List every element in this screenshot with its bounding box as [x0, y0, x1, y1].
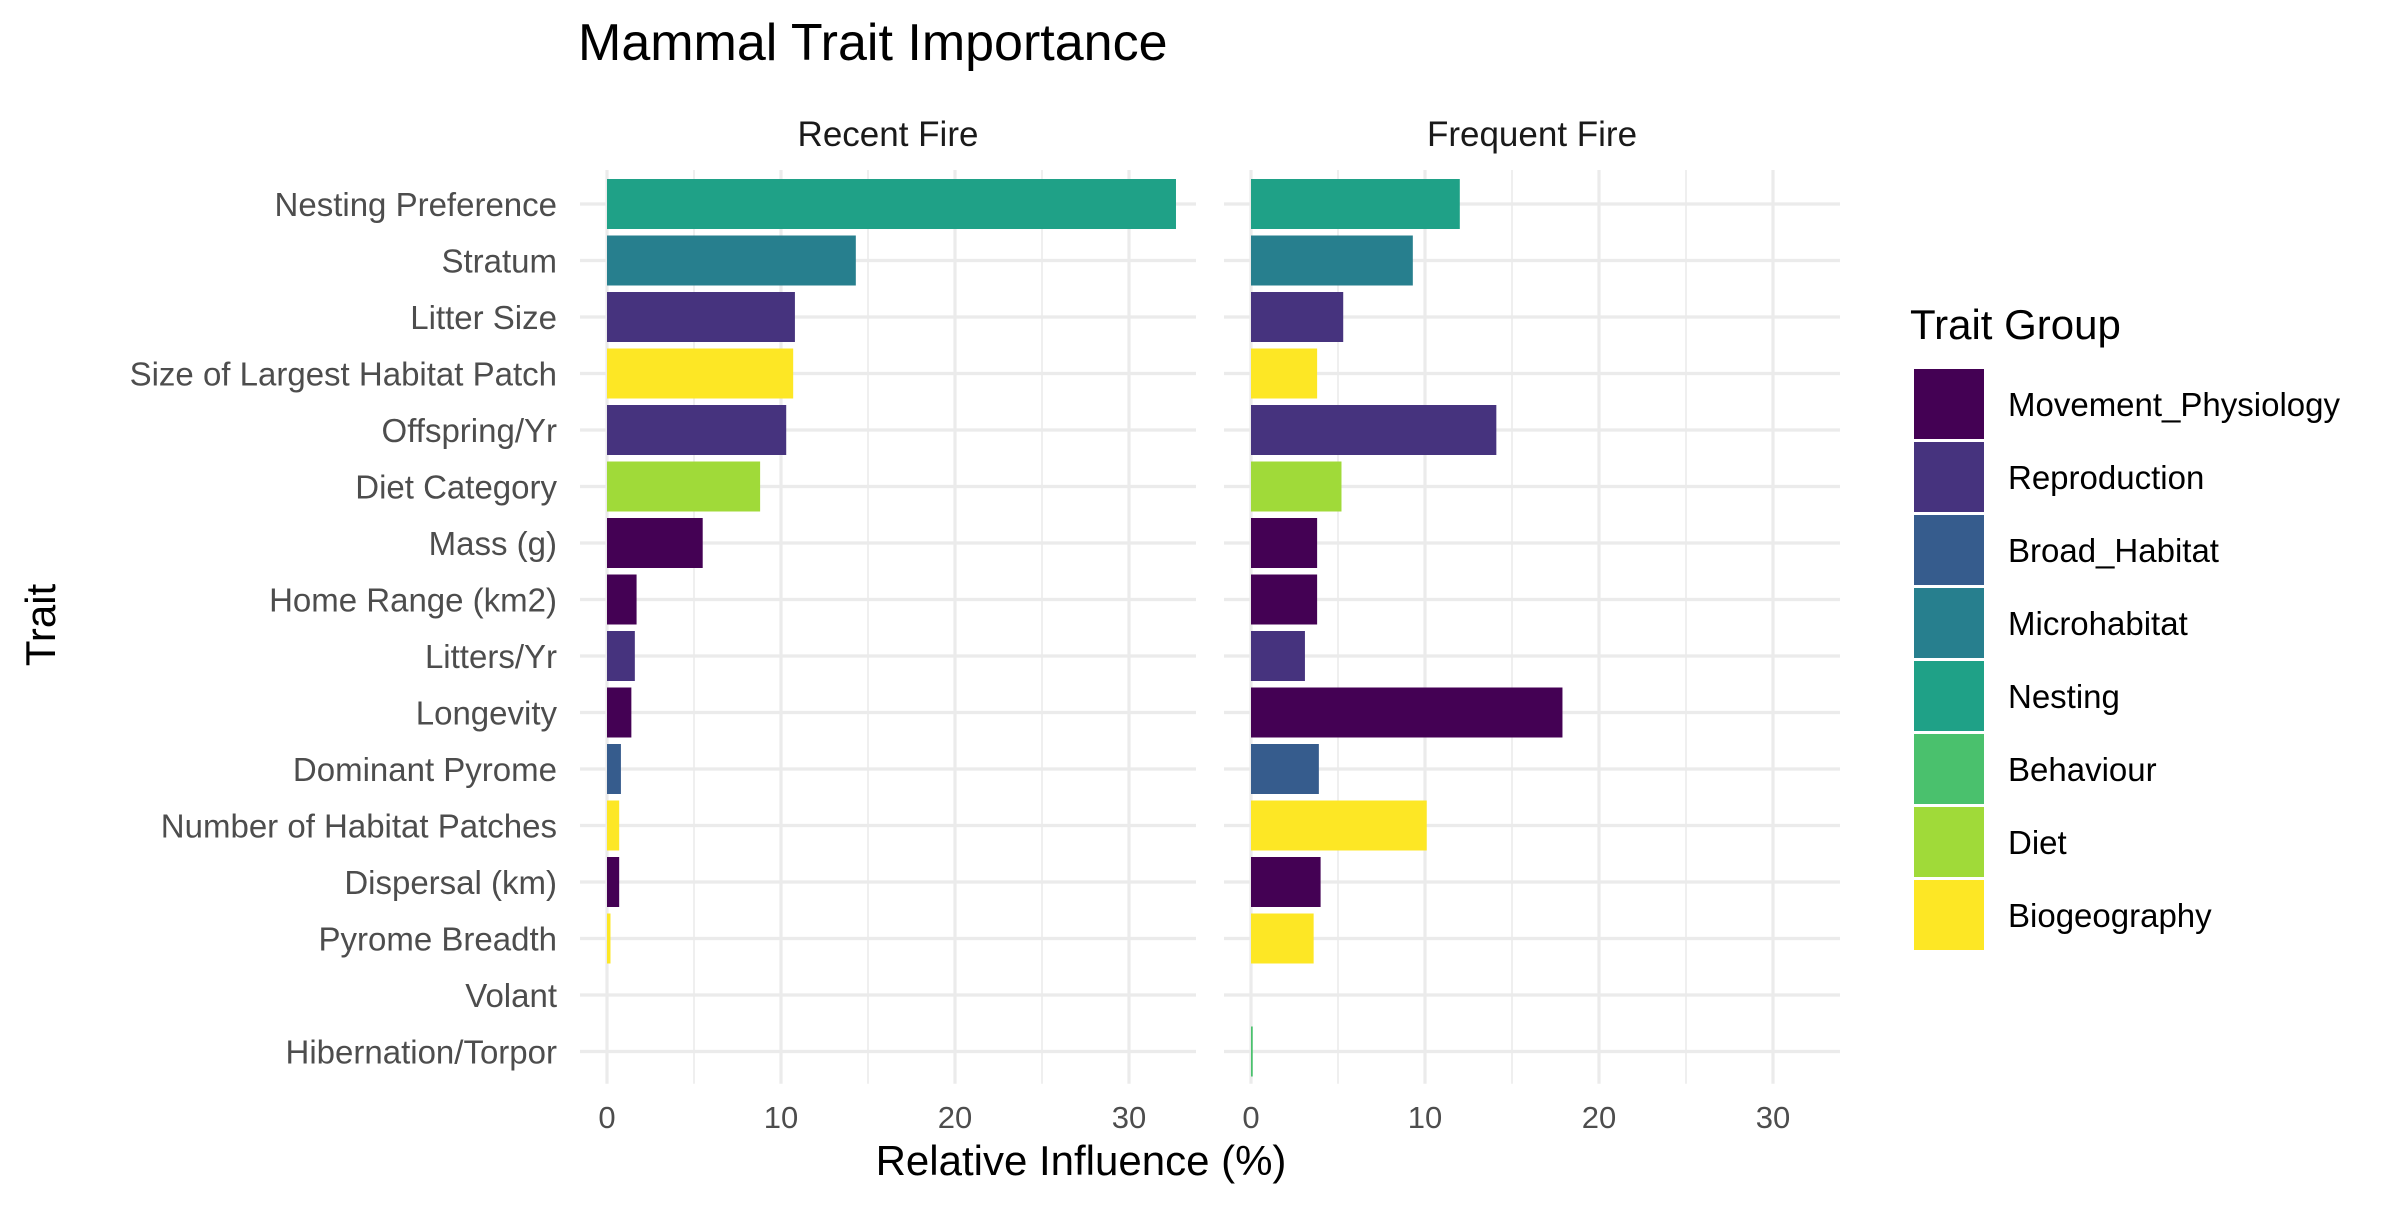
- y-tick-label: Number of Habitat Patches: [161, 808, 557, 845]
- legend-label: Movement_Physiology: [2008, 386, 2340, 423]
- y-tick-label: Dispersal (km): [344, 864, 557, 901]
- bar: [1251, 405, 1497, 455]
- y-tick-label: Nesting Preference: [275, 186, 557, 223]
- panels: Recent Fire 0 10 20 30 Frequent Fire 0 10 20 30 Ne…: [130, 115, 1840, 1135]
- x-tick-label: 0: [598, 1100, 615, 1135]
- bar: [607, 405, 787, 455]
- y-axis-title: Trait: [17, 583, 64, 666]
- x-tick-label: 20: [938, 1100, 972, 1135]
- bar: [607, 461, 761, 512]
- bar: [1251, 631, 1305, 681]
- bar: [1251, 461, 1342, 512]
- x-tick-label: 20: [1582, 1100, 1616, 1135]
- legend-key: [1914, 588, 1984, 658]
- y-tick-label: Litters/Yr: [425, 638, 557, 675]
- legend-item: Movement_Physiology: [1914, 369, 2340, 439]
- legend: Trait Group Movement_Physiology Reproduct…: [1910, 301, 2340, 950]
- bar: [607, 857, 620, 907]
- legend-key: [1914, 515, 1984, 585]
- legend-key: [1914, 807, 1984, 877]
- legend-label: Broad_Habitat: [2008, 532, 2219, 569]
- legend-item: Diet: [1914, 807, 2067, 877]
- bar: [1251, 913, 1314, 964]
- bar: [607, 292, 795, 342]
- y-tick-label: Offspring/Yr: [382, 412, 557, 449]
- bar: [1251, 179, 1460, 229]
- panel-strip-label: Recent Fire: [798, 115, 979, 154]
- bar: [607, 518, 703, 568]
- legend-label: Nesting: [2008, 678, 2120, 715]
- bar: [607, 235, 856, 286]
- x-tick-label: 30: [1756, 1100, 1790, 1135]
- legend-key: [1914, 880, 1984, 950]
- panel-strip-label: Frequent Fire: [1427, 115, 1637, 154]
- legend-label: Biogeography: [2008, 897, 2212, 934]
- bar: [607, 631, 635, 681]
- legend-key: [1914, 661, 1984, 731]
- bar: [607, 744, 621, 794]
- y-tick-label: Volant: [465, 977, 557, 1014]
- bar: [1251, 518, 1318, 568]
- x-tick-label: 10: [1408, 1100, 1442, 1135]
- legend-item: Behaviour: [1914, 734, 2157, 804]
- y-tick-label: Litter Size: [410, 299, 557, 336]
- y-tick-label: Stratum: [441, 243, 557, 280]
- panel-2: Frequent Fire 0 10 20 30: [1224, 115, 1840, 1135]
- bar: [1251, 1026, 1253, 1077]
- legend-key: [1914, 369, 1984, 439]
- y-tick-label: Longevity: [416, 695, 558, 732]
- legend-item: Microhabitat: [1914, 588, 2188, 658]
- x-tick-label: 0: [1242, 1100, 1259, 1135]
- panel-1: Recent Fire 0 10 20 30: [580, 115, 1196, 1135]
- legend-item: Reproduction: [1914, 442, 2204, 512]
- bar: [607, 913, 611, 964]
- bar: [1251, 348, 1318, 399]
- legend-label: Diet: [2008, 824, 2067, 861]
- bar: [607, 687, 632, 738]
- y-tick-label: Mass (g): [429, 525, 557, 562]
- bar: [607, 179, 1176, 229]
- legend-label: Behaviour: [2008, 751, 2157, 788]
- bar: [607, 574, 637, 625]
- chart-title: Mammal Trait Importance: [578, 14, 1168, 72]
- bar: [607, 800, 620, 851]
- y-tick-label: Pyrome Breadth: [319, 921, 557, 958]
- bar: [1251, 292, 1344, 342]
- y-axis-labels: Nesting Preference Stratum Litter Size Size…: [130, 186, 558, 1071]
- x-tick-label: 10: [764, 1100, 798, 1135]
- y-tick-label: Size of Largest Habitat Patch: [130, 356, 557, 393]
- y-tick-label: Hibernation/Torpor: [286, 1034, 557, 1071]
- legend-label: Microhabitat: [2008, 605, 2188, 642]
- legend-item: Broad_Habitat: [1914, 515, 2219, 585]
- legend-key: [1914, 734, 1984, 804]
- legend-key: [1914, 442, 1984, 512]
- bar: [1251, 235, 1413, 286]
- y-tick-label: Diet Category: [355, 469, 557, 506]
- x-tick-label: 30: [1112, 1100, 1146, 1135]
- y-tick-label: Dominant Pyrome: [293, 751, 557, 788]
- legend-title: Trait Group: [1910, 301, 2121, 348]
- bar: [1251, 857, 1321, 907]
- legend-item: Nesting: [1914, 661, 2120, 731]
- legend-label: Reproduction: [2008, 459, 2204, 496]
- bar: [607, 348, 794, 399]
- bar: [1251, 574, 1318, 625]
- legend-item: Biogeography: [1914, 880, 2212, 950]
- y-tick-label: Home Range (km2): [269, 582, 557, 619]
- x-axis-title: Relative Influence (%): [876, 1137, 1287, 1184]
- bar: [1251, 800, 1427, 851]
- bar: [1251, 687, 1563, 738]
- bar: [1251, 744, 1319, 794]
